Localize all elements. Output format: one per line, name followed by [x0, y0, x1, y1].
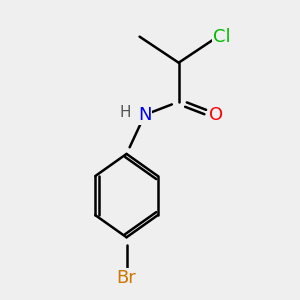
- Text: N: N: [138, 106, 152, 124]
- Text: O: O: [209, 106, 224, 124]
- Text: H: H: [119, 105, 131, 120]
- Text: Br: Br: [117, 269, 136, 287]
- Text: Cl: Cl: [213, 28, 230, 46]
